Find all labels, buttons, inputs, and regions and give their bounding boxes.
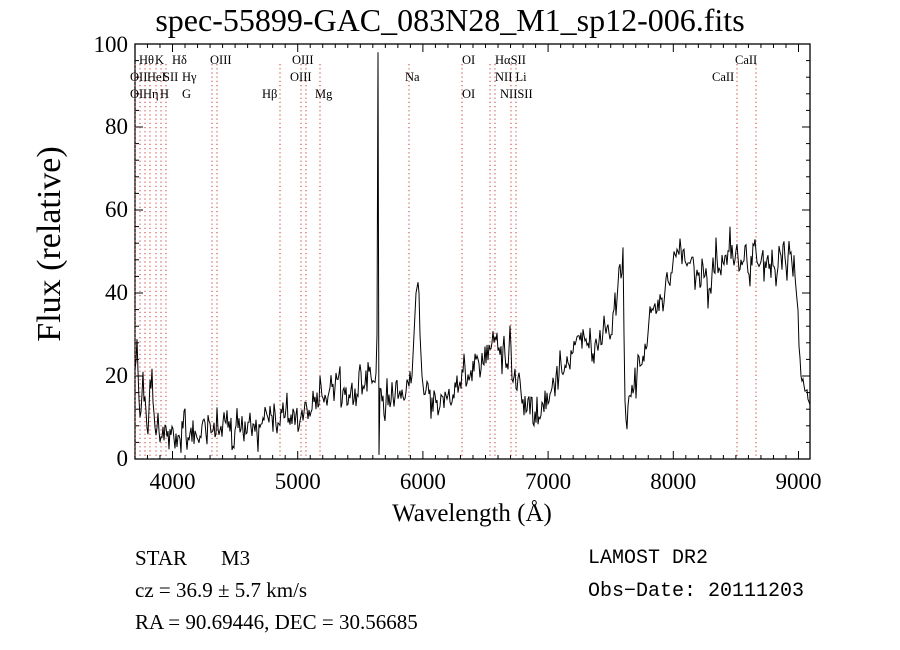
svg-text:H: H	[160, 87, 169, 101]
svg-text:Hγ: Hγ	[182, 70, 197, 84]
svg-text:OI: OI	[130, 87, 143, 101]
svg-text:Wavelength (Å): Wavelength (Å)	[392, 500, 552, 527]
svg-text:9000: 9000	[776, 469, 822, 494]
svg-text:60: 60	[105, 197, 128, 222]
svg-text:Hβ: Hβ	[262, 87, 277, 101]
svg-text:20: 20	[105, 363, 128, 388]
svg-text:OIII: OIII	[210, 53, 232, 67]
svg-text:40: 40	[105, 280, 128, 305]
svg-text:6000: 6000	[400, 469, 446, 494]
svg-text:M3: M3	[221, 546, 250, 570]
svg-text:OI: OI	[462, 87, 475, 101]
svg-text:Hη: Hη	[143, 87, 159, 101]
svg-text:CaII: CaII	[735, 53, 757, 67]
svg-text:Obs−Date: 20111203: Obs−Date: 20111203	[588, 580, 804, 603]
svg-text:CaII: CaII	[712, 70, 734, 84]
svg-text:Mg: Mg	[315, 87, 333, 101]
svg-text:0: 0	[117, 446, 129, 471]
svg-text:OI: OI	[462, 53, 475, 67]
svg-text:80: 80	[105, 114, 128, 139]
svg-text:cz = 36.9 ± 5.7 km/s: cz = 36.9 ± 5.7 km/s	[135, 578, 307, 602]
svg-text:NII Li: NII Li	[495, 70, 527, 84]
svg-text:OIII: OIII	[292, 53, 314, 67]
svg-text:OIII: OIII	[290, 70, 312, 84]
svg-text:K: K	[155, 53, 164, 67]
svg-text:Flux (relative): Flux (relative)	[31, 146, 68, 341]
svg-text:NIISII: NIISII	[500, 87, 533, 101]
svg-text:spec-55899-GAC_083N28_M1_sp12-: spec-55899-GAC_083N28_M1_sp12-006.fits	[155, 2, 744, 38]
svg-text:Hδ: Hδ	[172, 53, 187, 67]
svg-text:7000: 7000	[525, 469, 571, 494]
svg-text:SII: SII	[163, 70, 178, 84]
svg-text:STAR: STAR	[135, 546, 187, 570]
svg-text:OII: OII	[130, 70, 147, 84]
svg-text:Na: Na	[405, 70, 420, 84]
svg-text:Hθ: Hθ	[139, 53, 154, 67]
svg-text:G: G	[182, 87, 191, 101]
svg-text:HαSII: HαSII	[495, 53, 526, 67]
svg-text:8000: 8000	[650, 469, 696, 494]
svg-text:5000: 5000	[275, 469, 321, 494]
svg-text:RA = 90.69446, DEC = 30.5668: RA = 90.69446, DEC = 30.56685	[135, 610, 418, 634]
svg-text:4000: 4000	[150, 469, 196, 494]
svg-text:100: 100	[94, 32, 129, 57]
svg-text:LAMOST DR2: LAMOST DR2	[588, 547, 708, 570]
